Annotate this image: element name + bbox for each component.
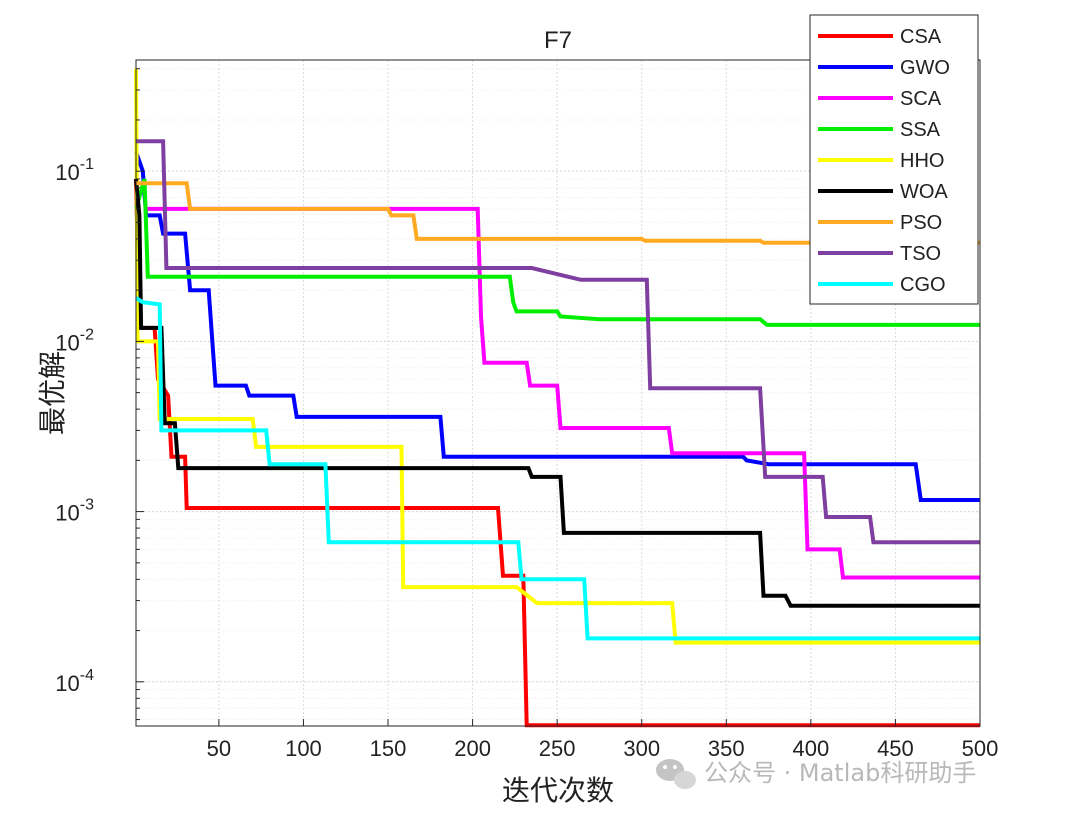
y-tick-label: 10-3 [55,497,94,526]
series-line-ssa [134,178,980,327]
series-line-gwo [134,151,980,502]
x-tick-label: 250 [539,736,576,761]
y-tick-label: 10-4 [55,667,94,696]
x-tick-label: 450 [877,736,914,761]
legend-label-pso: PSO [900,212,942,234]
x-tick-label: 50 [207,736,231,761]
series-lines [134,68,980,728]
series-line-tso [136,139,980,545]
y-axis-ticks: 10-4 10-3 10-2 10-1 [55,68,144,721]
series-line-pso [136,181,980,245]
legend-label-csa: CSA [900,26,942,48]
y-tick-label: 10-2 [55,326,94,355]
x-tick-label: 150 [370,736,407,761]
legend-label-woa: WOA [900,181,948,203]
legend-label-hho: HHO [900,150,944,172]
series-line-hho [134,68,980,645]
x-tick-label: 500 [962,736,999,761]
x-tick-label: 350 [708,736,745,761]
x-tick-label: 400 [793,736,830,761]
wechat-icon [656,759,696,789]
series-line-cgo [134,296,980,641]
watermark-text: 公众号 · Matlab科研助手 [704,759,976,787]
x-axis-ticks: 50 100 150 200 250 300 350 400 450 500 [207,719,999,761]
watermark: 公众号 · Matlab科研助手 [656,759,976,789]
legend-box [809,14,979,305]
y-axis-label: 最优解 [36,351,69,435]
series-line-sca [146,206,980,580]
legend-label-sca: SCA [900,88,942,110]
legend-label-gwo: GWO [900,57,950,79]
legend-label-tso: TSO [900,243,941,265]
legend-label-cgo: CGO [900,274,946,296]
y-tick-label: 10-1 [55,156,94,185]
x-tick-label: 100 [285,736,322,761]
x-tick-label: 300 [623,736,660,761]
chart-title: F7 [544,27,572,54]
x-tick-label: 200 [454,736,491,761]
legend: CSA GWO SCA SSA HHO WOA PSO TSO CGO [809,14,979,305]
legend-label-ssa: SSA [900,119,941,141]
x-axis-label: 迭代次数 [502,774,614,807]
series-line-woa [134,178,980,608]
